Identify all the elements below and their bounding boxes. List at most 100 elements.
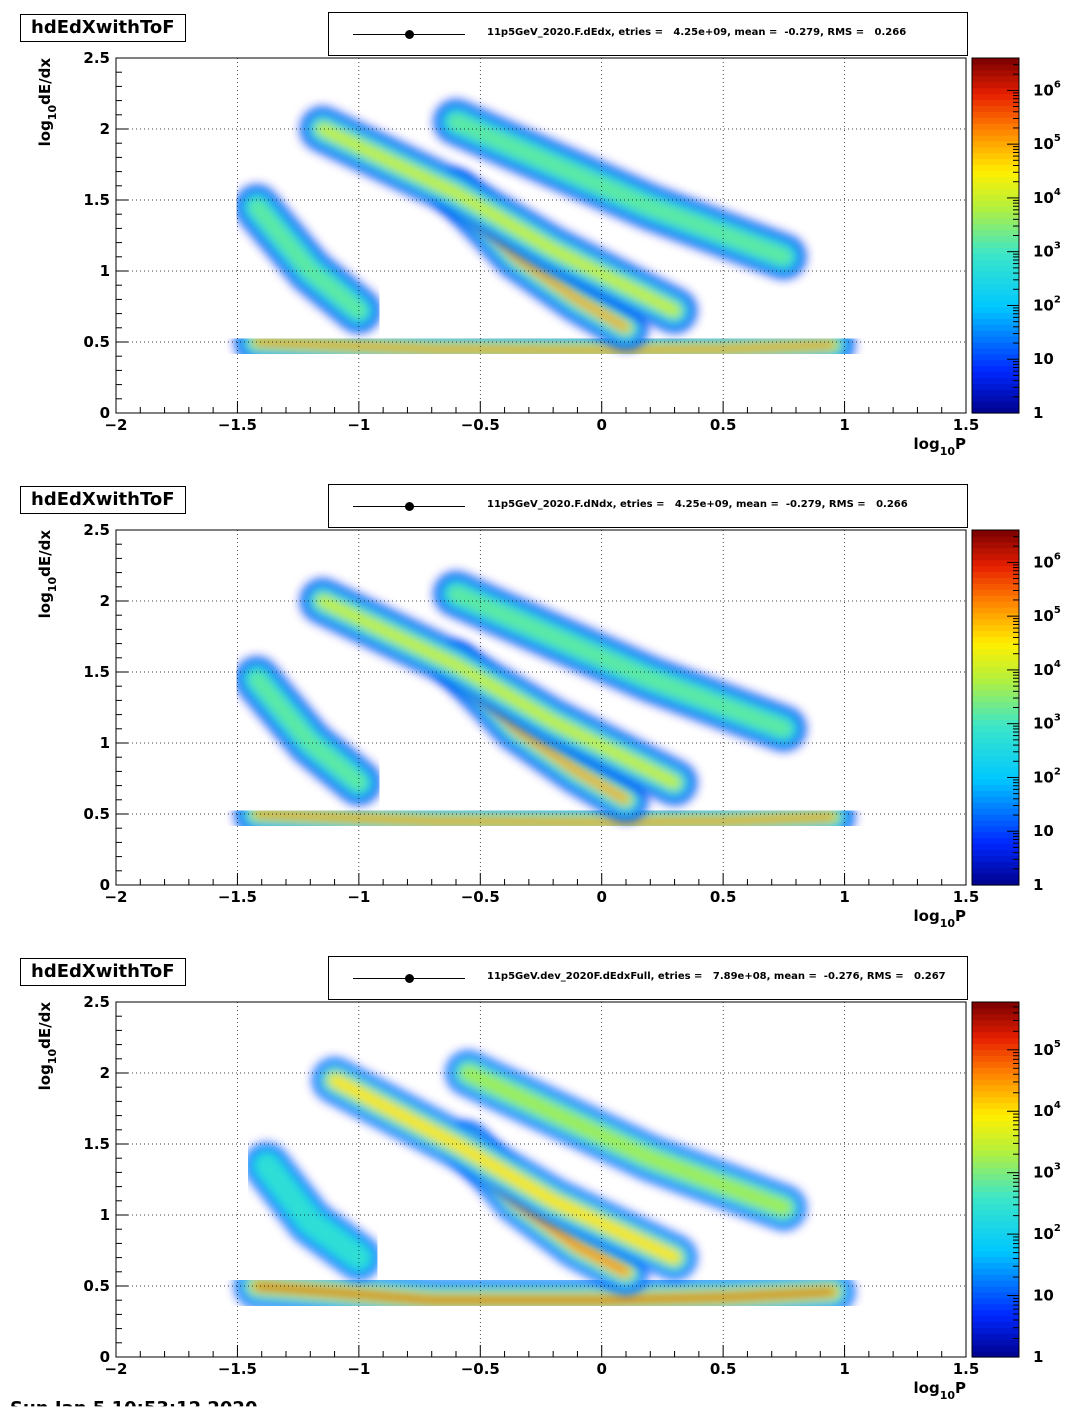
x-tick-label: 0 [596, 1360, 606, 1378]
density-layer [234, 571, 855, 845]
z-tick-label: 103 [1033, 713, 1061, 733]
y-tick-label: 0 [100, 404, 110, 422]
panel-dNdx: hdEdXwithToF 11p5GeV_2020.F.dNdx, etries … [0, 484, 1084, 956]
axis-ticks [115, 529, 967, 886]
y-tick-label: 0.5 [83, 1277, 110, 1295]
panel-dEdx: hdEdXwithToF 11p5GeV_2020.F.dEdx, etries … [0, 12, 1084, 484]
y-tick-label: 1 [100, 262, 110, 280]
histogram-title: hdEdXwithToF [20, 958, 186, 986]
y-tick-label: 1.5 [83, 191, 110, 209]
x-tick-label: −2 [104, 1360, 127, 1378]
z-tick-label: 104 [1033, 187, 1061, 207]
density-layer [234, 99, 855, 373]
density-band-2 [234, 185, 381, 333]
density-band-2 [244, 1143, 381, 1280]
density-band-1 [234, 792, 855, 845]
x-tick-label: −2 [104, 888, 127, 906]
x-tick-label: −1 [347, 888, 370, 906]
density-band-5 [434, 571, 806, 751]
legend-entry: 11p5GeV_2020.F.dEdx, etries = 4.25e+09, … [487, 27, 907, 38]
histogram-title: hdEdXwithToF [20, 486, 186, 514]
x-tick-label: 1 [839, 1360, 849, 1378]
z-tick-label: 10 [1033, 350, 1054, 368]
footer-timestamp: Sun Jan 5 10:53:12 2020 [10, 1398, 258, 1419]
legend-dot-marker [405, 974, 414, 983]
x-tick-label: 1.5 [953, 416, 980, 434]
plot-frame [115, 1001, 967, 1358]
z-tick-label: 102 [1033, 294, 1061, 314]
x-tick-label: −0.5 [461, 1360, 500, 1378]
stats-legend: 11p5GeV_2020.F.dNdx, etries = 4.25e+09, … [328, 484, 968, 528]
color-scale: 1 10 102 103 104 105 [971, 1001, 1061, 1366]
x-tick-label: 1.5 [953, 888, 980, 906]
y-tick-label: 1 [100, 734, 110, 752]
plot-frame [115, 57, 967, 414]
density-band-4 [300, 579, 697, 805]
y-tick-label: 2.5 [83, 993, 110, 1011]
x-tick-label: −0.5 [461, 416, 500, 434]
x-tick-label: 1 [839, 416, 849, 434]
x-tick-label: 0.5 [710, 1360, 737, 1378]
x-tick-label: 0.5 [710, 416, 737, 434]
legend-dot-marker [405, 502, 414, 511]
z-tick-label: 1 [1033, 876, 1043, 894]
x-tick-label: −1 [347, 1360, 370, 1378]
density-band-5 [446, 1051, 806, 1230]
z-tick-label: 105 [1033, 133, 1061, 153]
x-tick-label: −1.5 [218, 888, 257, 906]
legend-entry: 11p5GeV.dev_2020F.dEdxFull, etries = 7.8… [487, 971, 946, 982]
y-tick-label: 0 [100, 1348, 110, 1366]
x-tick-label: −2 [104, 416, 127, 434]
z-tick-label: 104 [1033, 1100, 1061, 1120]
x-tick-label: −0.5 [461, 888, 500, 906]
y-tick-label: 2 [100, 120, 110, 138]
z-tick-label: 102 [1033, 1223, 1061, 1243]
x-tick-label: 0.5 [710, 888, 737, 906]
y-tick-label: 0.5 [83, 333, 110, 351]
heatmap-plot: −2 −1.5 −1 −0.5 0 0.5 1 1.5 0 0.5 1 1.5 2 2.5 log10P lo… [36, 993, 1061, 1402]
y-axis-title: log10dE/dx [36, 530, 59, 619]
x-tick-label: −1.5 [218, 1360, 257, 1378]
z-tick-label: 1 [1033, 404, 1043, 422]
z-tick-label: 104 [1033, 659, 1061, 679]
legend-entry: 11p5GeV_2020.F.dNdx, etries = 4.25e+09, … [487, 499, 908, 510]
z-tick-label: 10 [1033, 1287, 1054, 1305]
z-tick-label: 106 [1033, 79, 1061, 99]
plot-frame [115, 529, 967, 886]
y-tick-label: 2.5 [83, 521, 110, 539]
x-tick-label: −1.5 [218, 416, 257, 434]
heatmap-plot: −2 −1.5 −1 −0.5 0 0.5 1 1.5 0 0.5 1 1.5 2 2.5 log10P lo… [36, 49, 1061, 458]
color-scale: 1 10 102 103 104 105 106 [971, 57, 1061, 422]
stats-legend: 11p5GeV.dev_2020F.dEdxFull, etries = 7.8… [328, 956, 968, 1000]
x-tick-label: 0 [596, 416, 606, 434]
legend-dot-marker [405, 30, 414, 39]
density-band-2 [234, 657, 381, 805]
heatmap-plot: −2 −1.5 −1 −0.5 0 0.5 1 1.5 0 0.5 1 1.5 2 2.5 log10P lo… [36, 521, 1061, 930]
x-axis-title: log10P [914, 907, 967, 930]
x-axis-title: log10P [914, 1379, 967, 1402]
density-band-4 [312, 1058, 697, 1280]
z-tick-label: 103 [1033, 241, 1061, 261]
x-tick-label: −1 [347, 416, 370, 434]
color-scale: 1 10 102 103 104 105 106 [971, 529, 1061, 894]
density-layer [234, 1051, 855, 1323]
z-tick-label: 102 [1033, 766, 1061, 786]
z-tick-label: 10 [1033, 822, 1054, 840]
density-band-1 [234, 1264, 855, 1323]
x-tick-label: 1 [839, 888, 849, 906]
axis-ticks [115, 57, 967, 414]
stats-legend: 11p5GeV_2020.F.dEdx, etries = 4.25e+09, … [328, 12, 968, 56]
density-band-5 [434, 99, 806, 279]
histogram-title: hdEdXwithToF [20, 14, 186, 42]
z-tick-label: 1 [1033, 1348, 1043, 1366]
y-tick-label: 2 [100, 592, 110, 610]
axis-ticks [115, 1001, 967, 1358]
y-axis-title: log10dE/dx [36, 1002, 59, 1091]
x-tick-label: 1.5 [953, 1360, 980, 1378]
y-tick-label: 2 [100, 1064, 110, 1082]
y-tick-label: 1 [100, 1206, 110, 1224]
z-tick-label: 105 [1033, 1039, 1061, 1059]
y-tick-label: 1.5 [83, 663, 110, 681]
y-tick-label: 0 [100, 876, 110, 894]
z-tick-label: 105 [1033, 605, 1061, 625]
